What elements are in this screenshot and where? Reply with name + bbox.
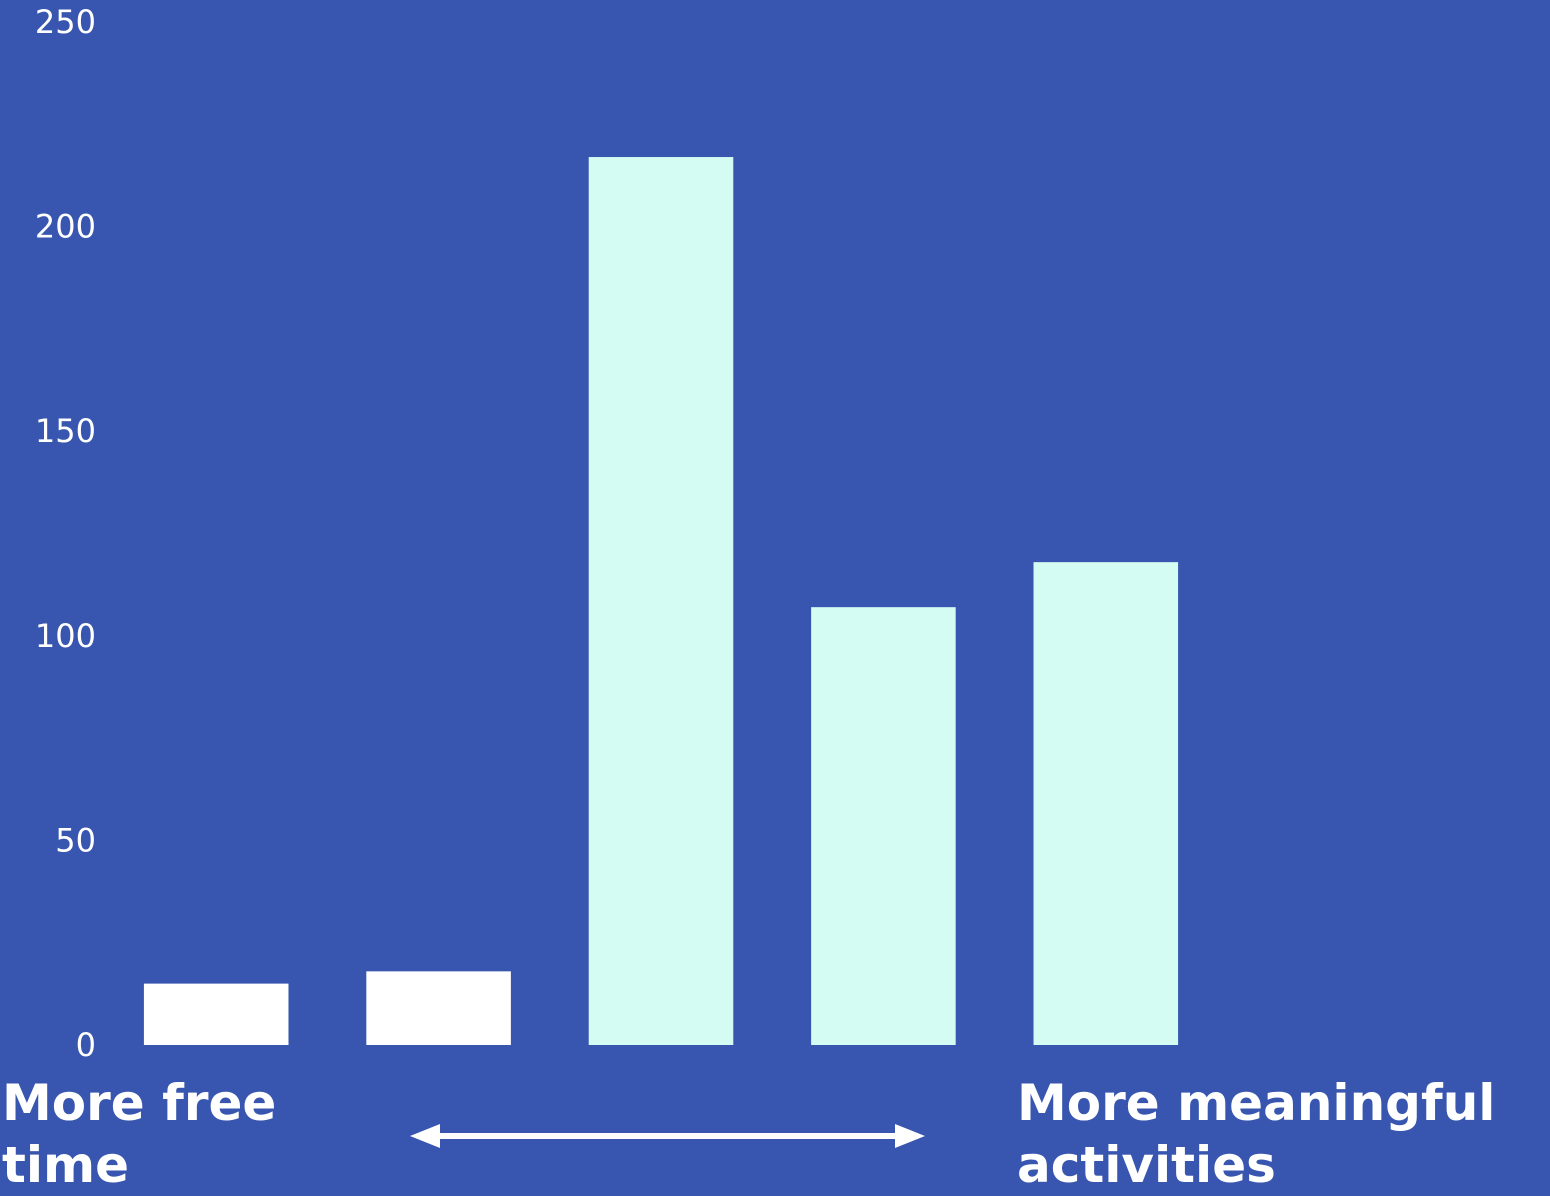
left-axis-end-label: More free time [2,1074,277,1194]
y-tick-label: 250 [35,3,96,41]
arrow-head-left [410,1124,440,1148]
double-arrow [410,1124,925,1148]
bar-1 [143,983,289,1045]
right-axis-end-label: More meaningful activities [1017,1074,1496,1194]
y-axis: 0 50 100 150 200 250 [35,3,96,1064]
bar-4 [811,607,956,1045]
bars [143,157,1179,1045]
arrow-head-right [895,1124,925,1148]
bar-5 [1033,562,1179,1045]
y-tick-label: 50 [55,821,96,859]
bar-3 [588,157,734,1045]
y-tick-label: 150 [35,412,96,450]
y-tick-label: 100 [35,617,96,655]
bar-2 [366,971,511,1045]
y-tick-label: 0 [76,1026,96,1064]
y-tick-label: 200 [35,208,96,246]
